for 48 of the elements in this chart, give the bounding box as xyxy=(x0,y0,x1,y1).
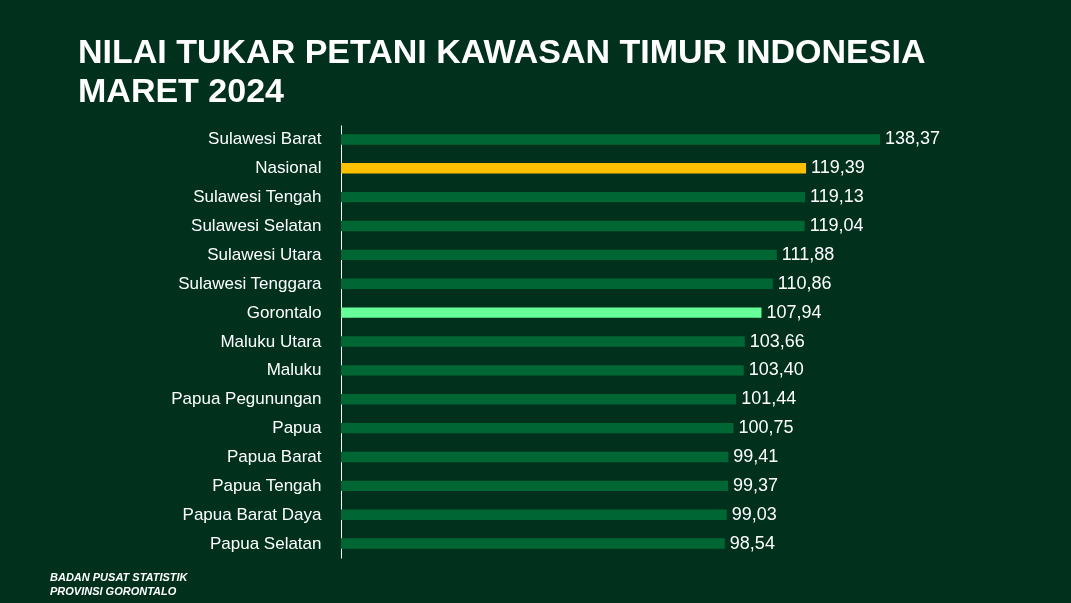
bar xyxy=(341,480,729,492)
y-tick-label: Papua Barat Daya xyxy=(182,504,323,524)
bar xyxy=(341,365,744,376)
data-label: 99,41 xyxy=(733,445,779,466)
bar xyxy=(341,451,729,463)
y-tick-label: Sulawesi Tengah xyxy=(193,187,322,207)
y-tick-label: Sulawesi Tenggara xyxy=(178,273,323,293)
bar xyxy=(341,307,762,318)
data-label: 110,86 xyxy=(777,272,832,293)
y-tick-label: Papua Selatan xyxy=(209,533,322,553)
data-label: 99,37 xyxy=(733,474,779,495)
bar xyxy=(341,422,734,434)
data-label: 101,44 xyxy=(741,388,797,409)
data-label: 138,37 xyxy=(885,128,941,149)
y-tick-label: Papua Pegunungan xyxy=(171,389,322,409)
bar xyxy=(341,538,725,549)
data-label: 99,03 xyxy=(731,503,777,524)
y-tick-label: Papua Barat xyxy=(226,446,322,466)
bar xyxy=(341,509,727,520)
data-label: 100,75 xyxy=(738,417,794,438)
data-label: 98,54 xyxy=(729,532,775,553)
bar xyxy=(341,249,777,261)
data-label: 119,39 xyxy=(811,157,865,178)
y-tick-label: Sulawesi Selatan xyxy=(191,216,322,236)
data-label: 103,66 xyxy=(749,330,805,351)
data-label: 119,04 xyxy=(809,215,864,236)
bar xyxy=(341,191,806,203)
y-tick-label: Gorontalo xyxy=(246,302,322,322)
y-tick-label: Papua Tengah xyxy=(212,475,322,495)
bar xyxy=(341,134,880,145)
bar xyxy=(341,163,807,174)
chart-title: NILAI TUKAR PETANI KAWASAN TIMUR INDONESIA MARET 2024 xyxy=(78,32,926,109)
bar xyxy=(341,394,737,405)
bar xyxy=(341,220,805,232)
data-label: 107,94 xyxy=(766,301,822,322)
y-tick-label: Sulawesi Utara xyxy=(207,244,323,264)
y-tick-label: Maluku xyxy=(266,360,322,380)
text: BADAN PUSAT STATISTIK xyxy=(50,571,189,583)
y-tick-label: Maluku Utara xyxy=(220,331,323,351)
text: PROVINSI GORONTALO xyxy=(50,585,177,597)
bar xyxy=(341,278,773,289)
data-label: 103,40 xyxy=(748,359,804,380)
y-tick-label: Sulawesi Barat xyxy=(208,129,322,149)
y-tick-label: Nasional xyxy=(255,158,322,178)
bar xyxy=(341,336,745,347)
y-tick-label: Papua xyxy=(272,418,323,438)
data-label: 119,13 xyxy=(810,186,864,207)
data-label: 111,88 xyxy=(781,243,835,264)
